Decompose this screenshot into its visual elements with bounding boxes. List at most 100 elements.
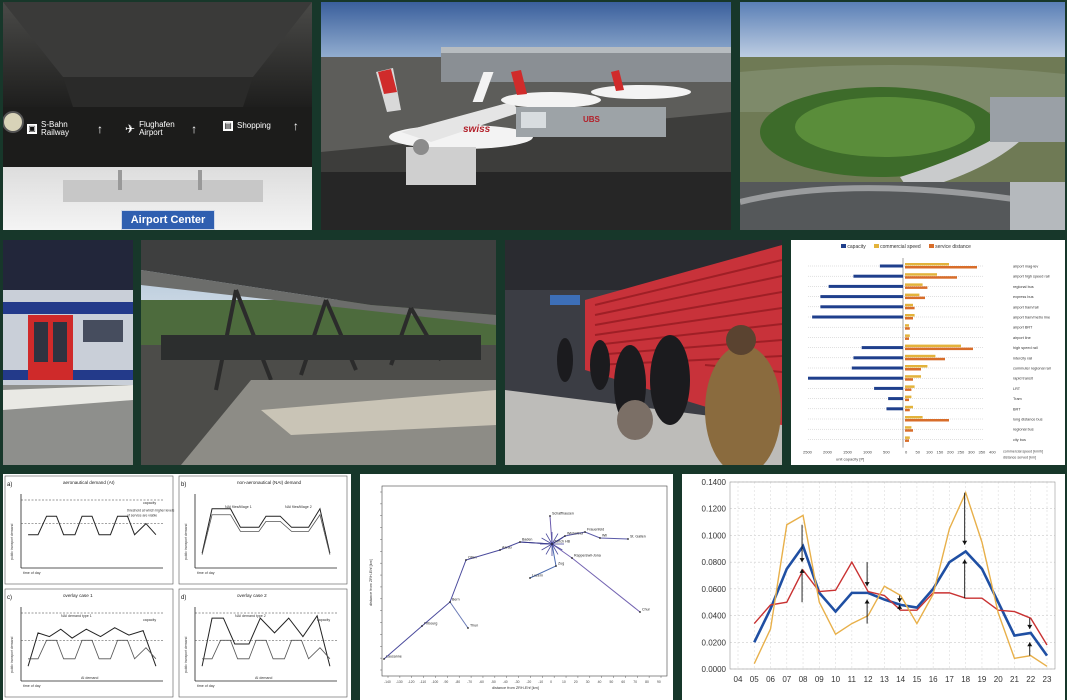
x-tick-label: 60 xyxy=(621,680,625,684)
station-marker xyxy=(627,538,629,540)
x-tick-label: 10 xyxy=(562,680,566,684)
demand-curve xyxy=(28,515,157,536)
y-tick-label: 0.0000 xyxy=(702,665,727,674)
left-tick-label: 1000 xyxy=(863,450,873,455)
distance-bar xyxy=(905,429,913,432)
x-tick-label: -110 xyxy=(420,680,427,684)
x-tick-label: 22 xyxy=(1026,675,1035,684)
station-marker xyxy=(549,515,551,517)
legend-capacity: capacity xyxy=(841,244,866,250)
speed-bar xyxy=(905,324,909,327)
x-tick-label: -120 xyxy=(408,680,415,684)
nai-label: NAI demand type 1 xyxy=(61,614,92,618)
station-label: Frauenfeld xyxy=(587,528,604,532)
network-map-plot: -140 -130 -120 -110 -100 -90 -80 -70 -60 -50 -40 -3… xyxy=(369,485,668,690)
right-tick-label: 0 xyxy=(905,450,908,455)
aerial-photo xyxy=(740,2,1065,230)
train-platform-photo xyxy=(3,240,133,465)
x-axis-label: time of day xyxy=(197,684,215,688)
demand-profiles-figure: a) aeronautical demand (AI) time of day pub… xyxy=(3,474,351,700)
demand-panel-frame xyxy=(4,588,174,698)
hub-spoke xyxy=(551,543,563,551)
station-label: Zug xyxy=(558,562,564,566)
arrow-head xyxy=(962,540,968,545)
right-tick-label: 50 xyxy=(916,450,921,455)
station-marker xyxy=(551,543,553,545)
station-label: Bern xyxy=(452,598,460,602)
plot-frame xyxy=(729,481,1056,670)
speed-bar xyxy=(905,344,961,348)
mode-label: regional bus xyxy=(1013,285,1034,289)
arrow-head xyxy=(897,598,903,603)
hub-spoke xyxy=(551,533,559,545)
capacity-bar xyxy=(874,386,903,390)
speed-bar xyxy=(905,283,923,286)
right-tick-label: 150 xyxy=(937,450,944,455)
x-tick-label: -130 xyxy=(396,680,403,684)
hub-spoke xyxy=(551,537,563,545)
hub-spoke xyxy=(551,543,559,555)
x-tick-label: 17 xyxy=(945,675,954,684)
capacity-bar xyxy=(861,346,903,350)
capacity-bar xyxy=(888,397,903,401)
mode-chart-legend: capacity commercial speed service distan… xyxy=(841,244,971,250)
distance-bar xyxy=(905,368,921,371)
y-tick-label: 0.1400 xyxy=(702,478,727,487)
mode-label: airport line xyxy=(1013,336,1031,340)
x-tick-label: 15 xyxy=(912,675,921,684)
hourly-demand-chart: 0.0000 0.0200 0.0400 0.0600 0.0800 0.1000 0.12… xyxy=(682,474,1065,700)
station-label: Chur xyxy=(642,608,651,612)
station-marker xyxy=(529,577,531,579)
panel-title: overlay case 2 xyxy=(237,593,267,598)
shopping-icon: ▤ xyxy=(223,121,233,131)
x-tick-label: 0 xyxy=(550,680,552,684)
panel-letter: c) xyxy=(7,595,12,601)
station-marker xyxy=(564,535,566,537)
left-axis-label: unit capacity [P] xyxy=(836,457,864,462)
x-tick-label: 14 xyxy=(896,675,905,684)
train-icon: ▣ xyxy=(27,124,37,134)
mode-label: high speed rail xyxy=(1013,346,1038,350)
y-tick-label: 0.0600 xyxy=(702,585,727,594)
sign-label-railway: S-Bahn Railway xyxy=(41,120,70,137)
distance-bar xyxy=(905,327,910,330)
right-tick-label: 100 xyxy=(926,450,933,455)
station-corridor-photo xyxy=(505,240,782,465)
mode-label: LRT xyxy=(1013,387,1021,391)
station-label: Rapperswil-Jona xyxy=(574,554,601,558)
station-label: St. Gallen xyxy=(630,535,646,539)
capacity-bar xyxy=(853,356,903,360)
distance-bar xyxy=(905,306,915,310)
y-tick-label: 0.1000 xyxy=(702,531,727,540)
x-tick-label: 05 xyxy=(750,675,759,684)
capacity-bar xyxy=(853,274,903,278)
demand-panel-frame xyxy=(178,475,348,585)
legend-distance: service distance xyxy=(928,244,971,250)
mode-label: airport mag-lev xyxy=(1013,265,1038,269)
station-marker xyxy=(599,537,601,539)
arrow-up-icon: ↑ xyxy=(191,122,198,136)
legend-speed: commercial speed xyxy=(873,244,921,250)
speed-bar xyxy=(905,303,913,307)
station-marker xyxy=(421,625,423,627)
x-tick-label: -90 xyxy=(443,680,448,684)
hourly-demand-plot: 0.0000 0.0200 0.0400 0.0600 0.0800 0.1000 0.12… xyxy=(702,478,1056,684)
nai-label: NAI demand type 2 xyxy=(235,614,266,618)
x-tick-label: 23 xyxy=(1043,675,1052,684)
x-tick-label: 80 xyxy=(645,680,649,684)
series-line xyxy=(753,490,1048,667)
x-tick-label: 21 xyxy=(1010,675,1019,684)
arrow-head xyxy=(962,559,968,564)
demand-curve xyxy=(201,614,331,667)
demand-panel-frame xyxy=(4,475,174,585)
station-marker xyxy=(584,531,586,533)
mode-label: rapid transit xyxy=(1013,377,1034,381)
mode-label: commuter regional rail xyxy=(1013,367,1051,371)
distance-bar xyxy=(905,266,977,269)
sign-item-shopping: ▤ Shopping ↑ xyxy=(223,120,299,132)
x-tick-label: 16 xyxy=(929,675,938,684)
station-marker xyxy=(639,611,641,613)
arrow-head xyxy=(864,582,870,587)
distance-bar xyxy=(905,439,909,442)
station-marker xyxy=(519,541,521,543)
